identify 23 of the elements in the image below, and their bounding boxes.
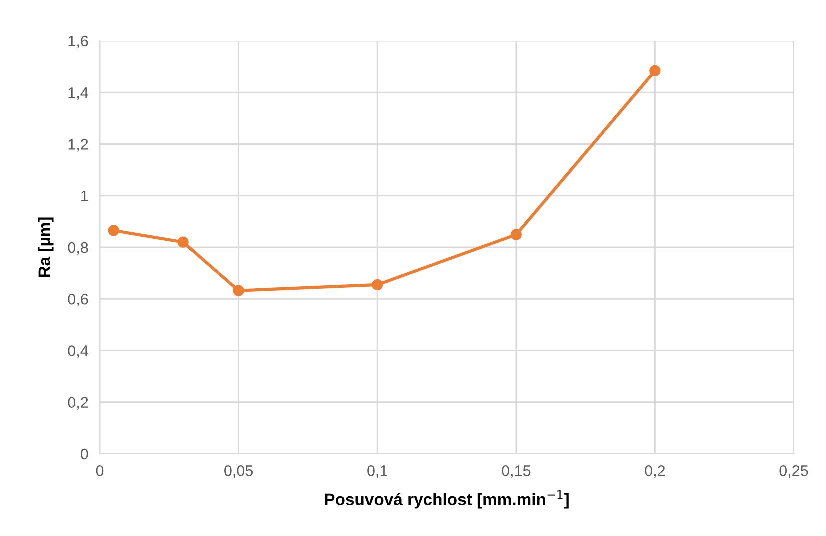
point [372, 279, 384, 290]
point [108, 225, 120, 236]
x-tick-label: 0,15 [502, 466, 531, 478]
x-tick-label: 0,2 [645, 466, 666, 478]
point [178, 236, 189, 248]
x-tick-label: 0,05 [224, 466, 254, 478]
y-tick-label: 0,8 [68, 242, 88, 255]
y-tick-label: 1 [82, 190, 88, 202]
y-tick-label: 0 [80, 448, 88, 460]
point [510, 229, 522, 240]
y-tick-label: 1,4 [68, 88, 88, 100]
x-tick-label: 0,1 [368, 466, 388, 478]
y-tick-label: 0,4 [68, 346, 88, 358]
y-tick-label: 1,2 [68, 139, 88, 152]
x-tick-label: 0 [96, 466, 104, 476]
x-axis-title: Posuvová rychlost [mm.min$^{−1}$] [325, 490, 569, 509]
y-tick-label: 0,2 [68, 397, 88, 410]
point [650, 65, 661, 76]
y-tick-label: 1,6 [68, 36, 88, 48]
y-axis-title: Ra [µm] [38, 218, 54, 278]
point [233, 285, 244, 296]
x-tick-label: 0,25 [780, 466, 808, 478]
y-tick-label: 0,6 [68, 294, 88, 307]
